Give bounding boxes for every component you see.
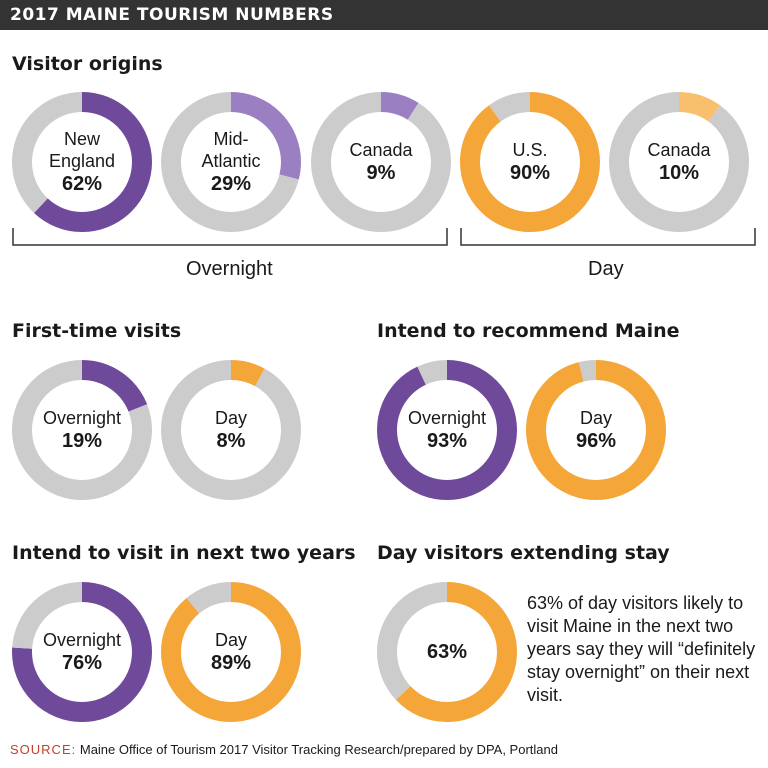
donut-visitor-origins-new-england-ring [12, 92, 152, 232]
overnight-bracket [12, 228, 448, 246]
donut-visitor-origins-mid-atlantic-label-line-2: Atlantic [201, 151, 261, 171]
donut-intend-to-recommend-maine-day-label-line-1: Day [579, 408, 612, 428]
donut-visitor-origins-new-england: New England 62% [12, 92, 152, 232]
source-line: SOURCE: Maine Office of Tourism 2017 Vis… [10, 742, 558, 757]
donut-day-visitors-extending-stay-value-remainder-arc [377, 582, 517, 722]
donut-intend-to-recommend-maine-day-remainder-arc [526, 360, 666, 500]
donut-visitor-origins-u-s-label-line-1: U.S. [512, 140, 548, 160]
donut-intend-to-recommend-maine-overnight-center-text: Overnight 93% [377, 360, 517, 500]
donut-visitor-origins-canada-value-label: 10% [658, 162, 700, 184]
donut-intend-to-visit-in-next-two-years-day: Day 89% [161, 582, 301, 722]
extending-stay-note: 63% of day visitors likely to visit Main… [527, 593, 756, 705]
donut-first-time-visits-day-ring [161, 360, 301, 500]
donut-visitor-origins-canada-center-text: Canada 10% [609, 92, 749, 232]
donut-first-time-visits-day-center-text: Day 8% [161, 360, 301, 500]
donut-visitor-origins-mid-atlantic-remainder-arc [161, 92, 301, 232]
donut-intend-to-visit-in-next-two-years-day-center-text: Day 89% [161, 582, 301, 722]
donut-visitor-origins-canada-remainder-arc [609, 92, 749, 232]
donut-first-time-visits-overnight-ring [12, 360, 152, 500]
donut-visitor-origins-u-s-center-text: U.S. 90% [460, 92, 600, 232]
donut-intend-to-recommend-maine-day-center-text: Day 96% [526, 360, 666, 500]
section-title-visit-next-two-years: Intend to visit in next two years [12, 542, 356, 564]
donut-first-time-visits-day-label-line-1: Day [214, 408, 247, 428]
donut-visitor-origins-canada-remainder-arc [311, 92, 451, 232]
donut-first-time-visits-day-remainder-arc [161, 360, 301, 500]
donut-intend-to-visit-in-next-two-years-overnight: Overnight 76% [12, 582, 152, 722]
donut-first-time-visits-day: Day 8% [161, 360, 301, 500]
donut-visitor-origins-new-england-value-label: 62% [61, 173, 103, 195]
donut-intend-to-visit-in-next-two-years-day-remainder-arc [161, 582, 301, 722]
donut-day-visitors-extending-stay-value-center-text: 63% [377, 582, 517, 722]
donut-intend-to-visit-in-next-two-years-day-label-line-1: Day [214, 630, 247, 650]
donut-visitor-origins-mid-atlantic-center-text: Mid- Atlantic 29% [161, 92, 301, 232]
donut-visitor-origins-canada-center-text: Canada 9% [311, 92, 451, 232]
header-banner: 2017 MAINE TOURISM NUMBERS [0, 0, 768, 30]
donut-intend-to-recommend-maine-overnight-remainder-arc [377, 360, 517, 500]
donut-visitor-origins-canada: Canada 9% [311, 92, 451, 232]
donut-intend-to-recommend-maine-day-value-label: 96% [575, 430, 617, 452]
donut-visitor-origins-canada-value-label: 9% [366, 162, 396, 184]
donut-visitor-origins-new-england-remainder-arc [12, 92, 152, 232]
donut-visitor-origins-u-s-remainder-arc [460, 92, 600, 232]
donut-visitor-origins-canada-label-line-1: Canada [349, 140, 413, 160]
donut-visitor-origins-canada-ring [609, 92, 749, 232]
donut-visitor-origins-canada-ring [311, 92, 451, 232]
donut-visitor-origins-new-england-label-line-1: New [63, 129, 100, 149]
donut-intend-to-recommend-maine-overnight-value-label: 93% [426, 430, 468, 452]
donut-intend-to-recommend-maine-overnight: Overnight 93% [377, 360, 517, 500]
source-text: Maine Office of Tourism 2017 Visitor Tra… [79, 742, 558, 757]
donut-intend-to-visit-in-next-two-years-overnight-center-text: Overnight 76% [12, 582, 152, 722]
day-bracket [460, 228, 756, 246]
donut-intend-to-recommend-maine-day: Day 96% [526, 360, 666, 500]
donut-intend-to-visit-in-next-two-years-day-value-label: 89% [210, 652, 252, 674]
day-group-label: Day [588, 258, 624, 280]
donut-intend-to-recommend-maine-day-ring [526, 360, 666, 500]
donut-first-time-visits-overnight-center-text: Overnight 19% [12, 360, 152, 500]
donut-intend-to-recommend-maine-overnight-label-line-1: Overnight [407, 408, 487, 428]
donut-intend-to-visit-in-next-two-years-overnight-remainder-arc [12, 582, 152, 722]
donut-visitor-origins-u-s-ring [460, 92, 600, 232]
donut-visitor-origins-new-england-center-text: New England 62% [12, 92, 152, 232]
source-label: SOURCE: [10, 742, 77, 757]
donut-day-visitors-extending-stay-value-ring [377, 582, 517, 722]
section-title-visitor-origins: Visitor origins [12, 53, 163, 75]
donut-first-time-visits-overnight-remainder-arc [12, 360, 152, 500]
page-title: 2017 MAINE TOURISM NUMBERS [10, 5, 334, 25]
donut-visitor-origins-canada: Canada 10% [609, 92, 749, 232]
donut-intend-to-recommend-maine-overnight-ring [377, 360, 517, 500]
donut-visitor-origins-canada-label-line-1: Canada [647, 140, 711, 160]
section-title-day-visitors-extending-stay: Day visitors extending stay [377, 542, 670, 564]
donut-day-visitors-extending-stay-value-value-label: 63% [426, 641, 468, 663]
donut-day-visitors-extending-stay-value: 63% [377, 582, 517, 722]
donut-visitor-origins-mid-atlantic-label-line-1: Mid- [213, 129, 249, 149]
donut-visitor-origins-mid-atlantic-ring [161, 92, 301, 232]
donut-first-time-visits-overnight: Overnight 19% [12, 360, 152, 500]
donut-first-time-visits-overnight-label-line-1: Overnight [42, 408, 122, 428]
overnight-group-label: Overnight [186, 258, 273, 280]
donut-first-time-visits-day-value-label: 8% [216, 430, 246, 452]
donut-intend-to-visit-in-next-two-years-overnight-label-line-1: Overnight [42, 630, 122, 650]
donut-intend-to-visit-in-next-two-years-overnight-value-label: 76% [61, 652, 103, 674]
donut-visitor-origins-mid-atlantic: Mid- Atlantic 29% [161, 92, 301, 232]
donut-intend-to-visit-in-next-two-years-overnight-ring [12, 582, 152, 722]
donut-visitor-origins-u-s: U.S. 90% [460, 92, 600, 232]
donut-visitor-origins-u-s-value-label: 90% [509, 162, 551, 184]
section-title-first-time-visits: First-time visits [12, 320, 182, 342]
donut-visitor-origins-new-england-label-line-2: England [48, 151, 116, 171]
donut-intend-to-visit-in-next-two-years-day-ring [161, 582, 301, 722]
donut-visitor-origins-mid-atlantic-value-label: 29% [210, 173, 252, 195]
donut-first-time-visits-overnight-value-label: 19% [61, 430, 103, 452]
section-title-recommend-maine: Intend to recommend Maine [377, 320, 680, 342]
